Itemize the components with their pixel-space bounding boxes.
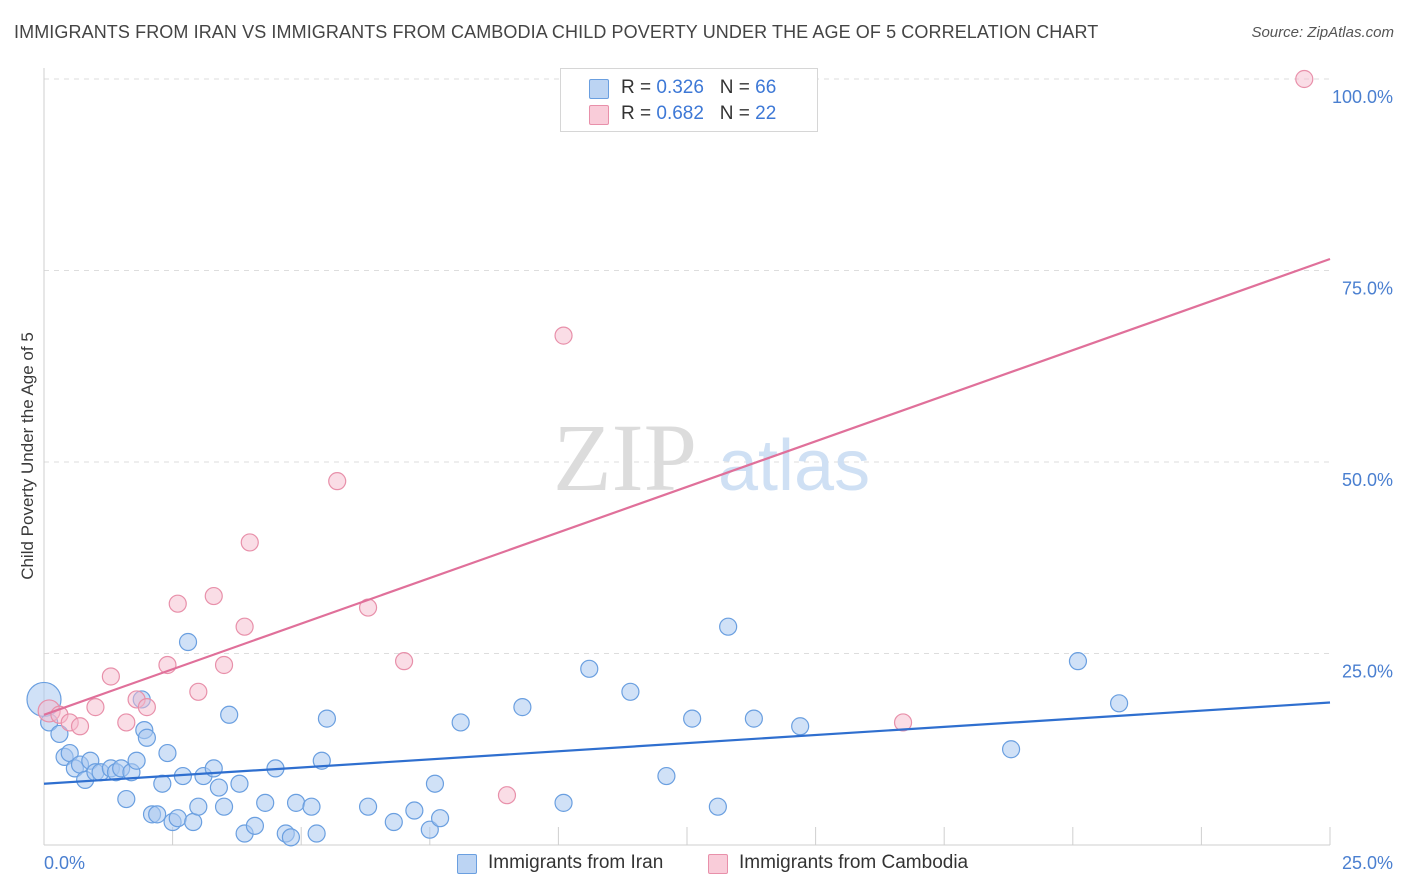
data-point-cambodia xyxy=(168,594,187,613)
data-point-iran xyxy=(420,820,439,839)
y-tick-label-100: 100.0% xyxy=(1332,87,1393,107)
data-point-iran xyxy=(513,698,532,717)
data-point-iran xyxy=(168,809,187,828)
data-point-iran xyxy=(137,728,156,747)
legend-n-label: N = xyxy=(719,77,750,98)
legend-r-value-iran: 0.326 xyxy=(656,77,704,98)
data-point-cambodia xyxy=(204,586,223,606)
data-point-iran xyxy=(245,816,265,835)
legend-r-label: R = xyxy=(621,77,652,98)
cambodia-points xyxy=(37,69,1314,805)
watermark-atlas: atlas xyxy=(718,426,870,506)
data-point-cambodia xyxy=(137,698,156,717)
gridlines xyxy=(44,78,1330,654)
trend-line-iran xyxy=(43,701,1331,785)
data-point-iran xyxy=(719,617,738,636)
data-point-cambodia xyxy=(189,682,208,701)
data-point-iran xyxy=(317,709,337,728)
data-point-cambodia xyxy=(328,472,347,491)
data-point-iran xyxy=(580,659,599,678)
x-tick-label-end: 25.0% xyxy=(1342,853,1393,873)
watermark: ZIP atlas xyxy=(553,404,870,511)
cambodia-swatch xyxy=(589,105,609,125)
data-point-iran xyxy=(50,724,69,744)
legend-n-value-iran: 66 xyxy=(755,77,777,98)
bottom-legend-iran-label: Immigrants from Iran xyxy=(488,852,664,873)
cambodia-swatch xyxy=(708,854,728,874)
data-point-iran xyxy=(189,797,208,816)
data-point-iran xyxy=(384,812,403,832)
y-axis-label: Child Poverty Under the Age of 5 xyxy=(18,332,37,580)
data-point-iran xyxy=(117,789,136,809)
data-point-cambodia xyxy=(101,667,120,686)
data-point-iran xyxy=(281,828,301,847)
y-tick-label-75: 75.0% xyxy=(1342,279,1393,299)
data-point-iran xyxy=(1109,694,1129,713)
data-point-iran xyxy=(307,824,326,843)
y-tick-label-25: 25.0% xyxy=(1342,662,1393,682)
data-point-iran xyxy=(286,793,306,812)
data-point-iran xyxy=(451,713,470,732)
chart-title: IMMIGRANTS FROM IRAN VS IMMIGRANTS FROM … xyxy=(14,22,1099,42)
data-point-iran xyxy=(405,801,424,820)
data-point-iran xyxy=(358,797,378,816)
data-point-iran xyxy=(657,766,676,786)
iran-swatch xyxy=(457,854,477,874)
data-point-iran xyxy=(430,809,450,828)
iran-swatch xyxy=(589,79,609,99)
data-point-cambodia xyxy=(893,713,913,732)
data-point-iran xyxy=(256,793,275,812)
data-point-iran xyxy=(153,774,172,793)
data-point-cambodia xyxy=(86,698,105,717)
data-point-iran xyxy=(708,797,727,816)
data-point-iran xyxy=(621,682,640,701)
watermark-zip: ZIP xyxy=(553,404,697,511)
x-tick-label-start: 0.0% xyxy=(44,853,85,873)
data-point-cambodia xyxy=(117,713,136,732)
trend-line-cambodia xyxy=(43,257,1331,716)
data-point-iran xyxy=(148,805,167,824)
tick-labels: 25.0% 50.0% 75.0% 100.0% 0.0% 25.0% xyxy=(44,87,1393,873)
data-point-iran xyxy=(744,709,763,728)
data-point-iran xyxy=(209,778,228,797)
data-point-iran xyxy=(220,705,239,724)
data-point-iran xyxy=(1001,740,1021,759)
data-point-cambodia xyxy=(235,617,254,636)
legend-r-label: R = xyxy=(621,103,652,124)
data-point-iran xyxy=(214,797,234,816)
data-point-iran xyxy=(127,751,146,770)
data-point-cambodia xyxy=(70,717,90,736)
data-point-iran xyxy=(158,743,177,763)
data-point-iran xyxy=(554,793,573,812)
legend-n-value-cambodia: 22 xyxy=(755,103,777,124)
bottom-legend-cambodia-label: Immigrants from Cambodia xyxy=(739,852,969,873)
data-point-cambodia xyxy=(240,533,259,552)
y-tick-label-50: 50.0% xyxy=(1342,470,1393,490)
source-credit: Source: ZipAtlas.com xyxy=(1251,24,1394,41)
data-point-cambodia xyxy=(497,786,517,805)
data-point-iran xyxy=(425,774,445,793)
data-point-cambodia xyxy=(1295,69,1314,89)
data-point-iran xyxy=(178,632,198,652)
legend-n-label: N = xyxy=(719,103,750,124)
data-point-iran xyxy=(791,717,810,736)
iran-points xyxy=(26,617,1129,847)
data-point-cambodia xyxy=(554,326,573,345)
correlation-legend: R = 0.326 N = 66 R = 0.682 N = 22 xyxy=(560,68,818,132)
data-point-iran xyxy=(302,797,321,816)
data-point-iran xyxy=(1068,652,1088,671)
data-point-iran xyxy=(230,774,249,793)
trend-lines xyxy=(43,257,1331,785)
data-point-iran xyxy=(683,709,702,728)
data-point-cambodia xyxy=(214,655,234,675)
legend-r-value-cambodia: 0.682 xyxy=(656,103,704,124)
data-point-iran xyxy=(184,812,203,832)
data-point-cambodia xyxy=(394,652,414,671)
